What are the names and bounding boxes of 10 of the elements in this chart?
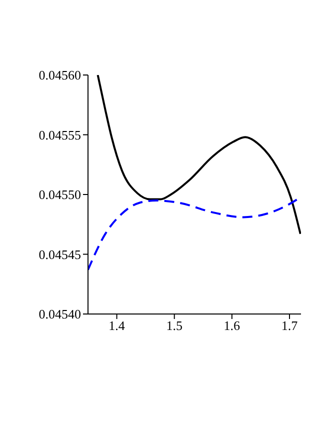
x-tick-label: 1.6 (224, 318, 241, 334)
x-tick-label: 1.4 (108, 318, 126, 334)
y-tick-label: 0.04545 (38, 246, 81, 262)
y-tick-label: 0.04560 (38, 68, 81, 83)
x-tick-label: 1.7 (281, 318, 298, 334)
x-tick-label: 1.5 (166, 318, 182, 334)
line-series (96, 75, 301, 235)
y-tick-label: 0.04550 (38, 187, 81, 202)
y-tick-label: 0.04555 (38, 127, 81, 142)
y-tick-label: 0.04540 (38, 306, 81, 322)
